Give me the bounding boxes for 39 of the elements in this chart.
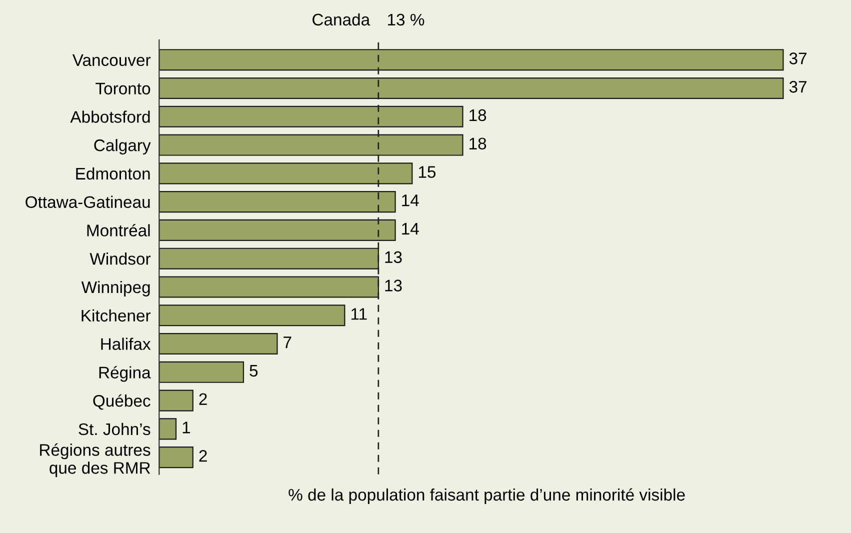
data-label: 1	[182, 422, 190, 434]
y-tick-label: Winnipeg	[81, 280, 150, 296]
data-label: 15	[418, 166, 436, 178]
data-label: 14	[402, 223, 419, 235]
data-label: 37	[789, 80, 806, 93]
data-label: 5	[250, 365, 258, 377]
data-label: 14	[402, 194, 419, 206]
bar	[159, 361, 244, 383]
y-tick-label: Toronto	[96, 82, 150, 94]
bar	[159, 390, 194, 412]
y-tick-label: Québec	[93, 394, 150, 410]
bar	[159, 446, 194, 468]
y-tick-label: Régina	[99, 366, 151, 382]
text: 13 %	[388, 14, 424, 26]
y-tick-label: Vancouver	[72, 54, 151, 66]
bar	[159, 304, 346, 326]
y-tick-label: Calgary	[94, 138, 151, 155]
data-label: 7	[284, 336, 292, 348]
data-label: 13	[385, 280, 402, 292]
data-label: 13	[385, 251, 402, 264]
ref-line-label: Canada	[312, 13, 370, 26]
y-tick-label: Ottawa-Gatineau	[26, 196, 150, 208]
data-label: 18	[470, 138, 486, 150]
y-tick-label: Halifax	[101, 338, 151, 350]
x-axis-title: % de la population faisant partie d’une minorité visible	[288, 488, 685, 504]
data-label: 37	[789, 52, 806, 64]
y-tick-label: Régions autres que des RMR	[40, 443, 150, 478]
y-tick-label: Kitchener	[82, 309, 151, 322]
y-tick-label: Montréal	[87, 224, 150, 236]
data-label: 11	[351, 308, 367, 320]
y-tick-label: Edmonton	[76, 167, 150, 180]
y-tick-label: Windsor	[90, 252, 151, 265]
y-tick-label: Abbotsford	[70, 110, 150, 123]
y-tick-label: St. John’s	[78, 422, 150, 436]
data-label: 2	[199, 450, 207, 462]
data-label: 2	[199, 393, 207, 405]
bar	[159, 418, 177, 440]
bar	[159, 332, 278, 355]
data-label: 18	[470, 109, 486, 122]
